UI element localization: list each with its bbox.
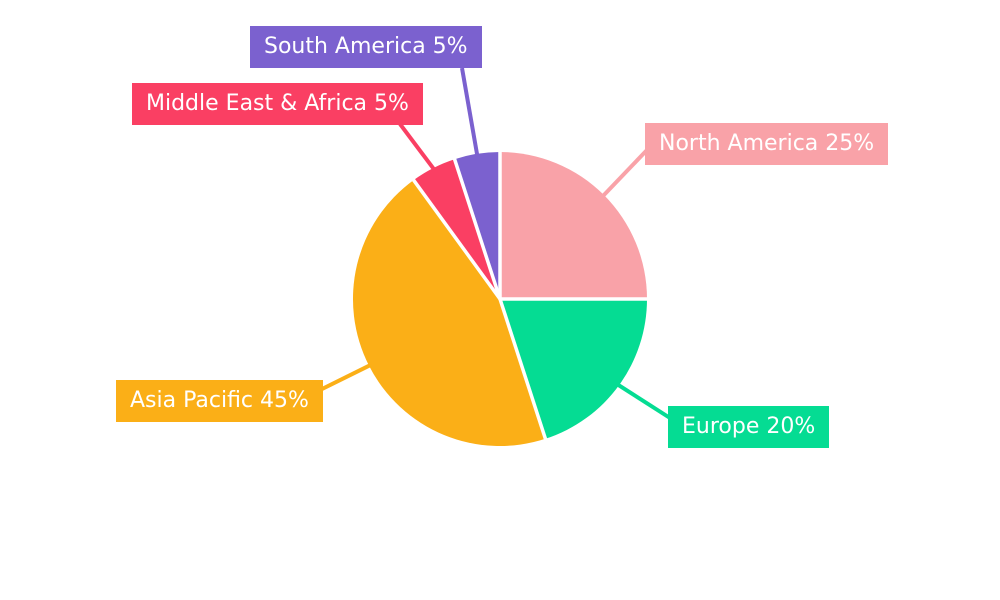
slice-separator [452,158,502,300]
slice-label-middle-east-africa: Middle East & Africa 5% [132,83,423,125]
pie-slice-europe [500,299,647,439]
slice-label-asia-pacific: Asia Pacific 45% [116,380,323,422]
slice-separator [498,298,548,440]
slice-label-north-america: North America 25% [645,123,889,165]
slice-label-south-america: South America 5% [250,26,482,68]
leader-line-middle-east-africa [398,122,436,171]
leader-line-europe [617,383,672,420]
pie-slice-asia-pacific [352,180,546,447]
pie-slice-north-america [500,152,647,299]
leader-line-north-america [601,148,649,198]
slice-separator [411,178,502,301]
pie-slice-middle-east-africa [413,159,500,299]
leader-line-south-america [460,67,480,156]
slice-label-europe: Europe 20% [668,406,830,448]
